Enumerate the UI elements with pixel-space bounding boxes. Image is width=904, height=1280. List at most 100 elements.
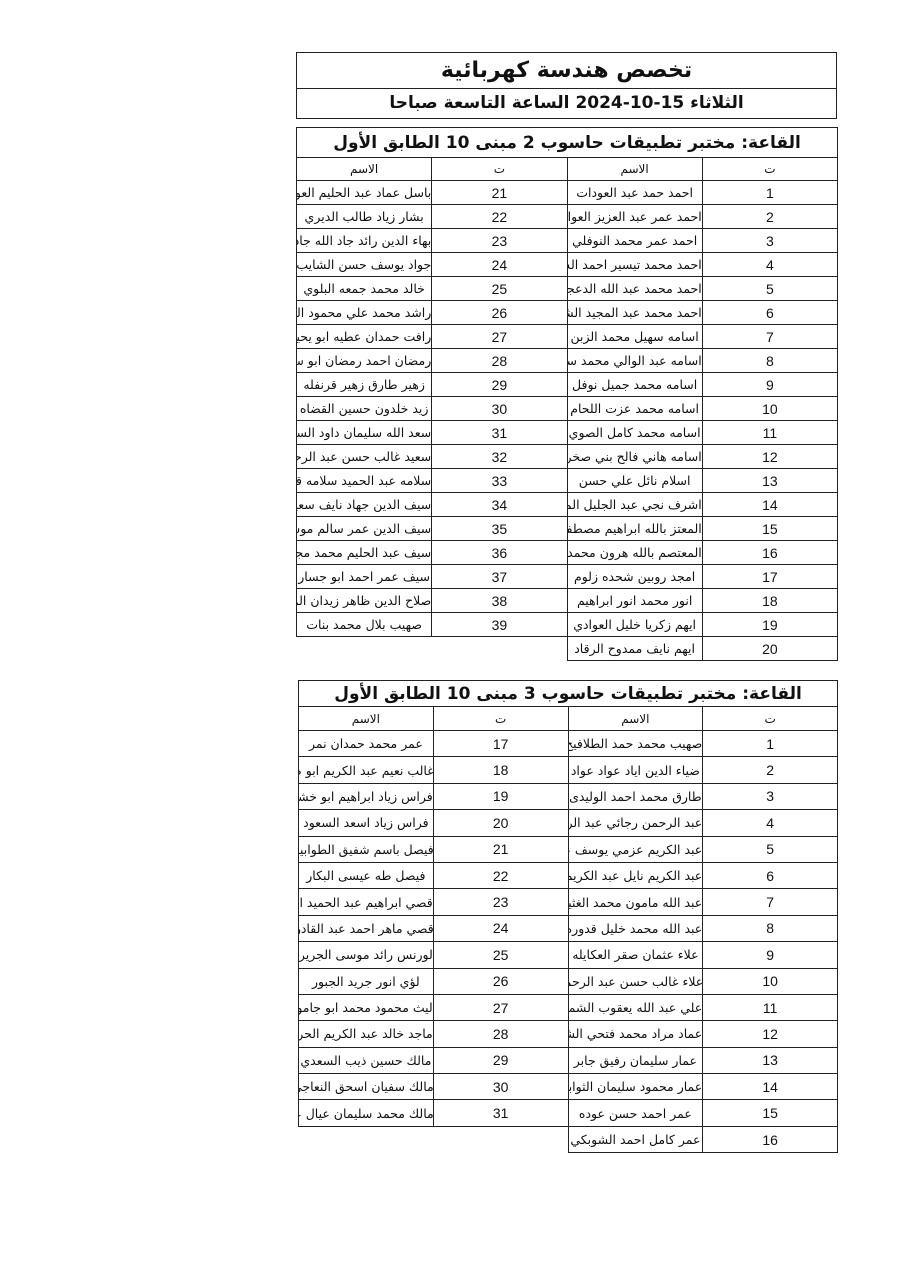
row-number: 39 [431,612,568,637]
student-name: عبد الرحمن رجائي عبد الرحمن الزعبي [567,809,704,837]
row-number: 1 [701,180,839,205]
student-name: احمد عمر محمد النوفلي [566,228,703,253]
student-name: علاء عثمان صقر العكايله [567,941,704,969]
student-name: ليث محمود محمد ابو جاموس [298,993,434,1022]
row-number: 24 [432,914,569,943]
student-name: سلامه عبد الحميد سلامه قنديل [295,468,433,493]
student-name: عبد الله محمد خليل قدوره [567,914,704,943]
table-row: 12 اسامه هاني فالح بني صخر 32 سعيد غالب حسن… [295,444,839,469]
student-name: رمضان احمد رمضان ابو سليمه [295,348,433,373]
table-row: 5 احمد محمد عبد الله الدعجه 25 خالد محمد جم… [295,276,839,301]
row-number: 30 [432,1073,569,1101]
row-number: 16 [701,540,839,565]
student-name: طارق محمد احمد الوليدى [567,782,704,811]
student-name: عبد الله مامون محمد الغثيان [567,888,704,916]
row-number: 10 [701,396,839,421]
column-header-row: ت الاسم ت الاسم [298,706,838,731]
row-number: 12 [701,444,839,469]
student-name: اسلام نائل علي حسن [566,468,703,493]
column-header-name: الاسم [298,706,434,731]
row-number: 18 [432,756,569,784]
student-name: ضياء الدين اياد عواد عواد [567,756,704,784]
table-row: 1 صهيب محمد حمد الطلافيح 17 عمر محمد حمدان … [298,729,838,758]
student-name: سيف عمر احمد ابو جسار [295,564,433,589]
row-number: 22 [432,861,569,890]
document-title: تخصص هندسة كهربائية [297,53,836,89]
table-row: 3 طارق محمد احمد الوليدى 19 فراس زياد ابراه… [298,782,838,811]
student-name: اسامه محمد كامل الصوي [566,420,703,445]
student-name: غالب نعيم عبد الكريم ابو صعيليك [298,756,434,784]
row-number: 25 [432,941,569,969]
row-number: 8 [702,914,838,943]
student-name: علاء غالب حسن عبد الرحمن [567,967,704,995]
student-name: احمد عمر عبد العزيز العواد [566,204,703,229]
student-name: سيف عبد الحليم محمد مجدلاويه [295,540,433,565]
row-number: 24 [431,252,568,277]
row-number: 12 [702,1020,838,1048]
student-name: باسل عماد عبد الحليم العوامله [295,180,433,205]
student-name: جواد يوسف حسن الشايب [295,252,433,277]
student-name: مالك محمد سليمان عيال عواد [298,1099,434,1127]
row-number: 11 [702,993,838,1022]
student-name: رافت حمدان عطيه ابو يحيى [295,324,433,349]
empty-cell [297,637,432,661]
column-header-name: الاسم [567,706,704,731]
document-header: تخصص هندسة كهربائية الثلاثاء 15-10-2024 … [296,52,837,119]
room-title: القاعة: مختبر تطبيقات حاسوب 2 مبنى 10 ال… [296,127,838,158]
student-name: قصي ماهر احمد عبد القادر [298,914,434,943]
row-number: 27 [431,324,568,349]
room-table-lab-2: القاعة: مختبر تطبيقات حاسوب 2 مبنى 10 ال… [295,127,839,661]
row-number: 22 [431,204,568,229]
column-header-number: ت [702,706,838,731]
row-number: 28 [432,1020,569,1048]
table-row: 15 عمر احمد حسن عوده 31 مالك محمد سليمان عي… [298,1099,838,1127]
student-name: سيف الدين عمر سالم موسى [295,516,433,541]
row-number: 17 [432,729,569,758]
student-name: فيصل باسم شفيق الطوابيني [298,835,434,863]
row-number: 36 [431,540,568,565]
table-row: 3 احمد عمر محمد النوفلي 23 بهاء الدين رائد … [295,228,839,253]
row-number: 23 [432,888,569,916]
student-name: زهير طارق زهير قرنفله [295,372,433,397]
student-name: اسامه محمد جميل نوفل [566,372,703,397]
student-name: سعيد غالب حسن عبد الرحمن [295,444,433,469]
table-row: 1 احمد حمد عبد العودات 21 باسل عماد عبد الح… [295,180,839,205]
row-number: 3 [701,228,839,253]
row-number: 7 [701,324,839,349]
row-number: 26 [432,967,569,995]
table-row: 16 عمر كامل احمد الشوبكي [299,1125,838,1154]
row-number: 21 [432,835,569,863]
table-row: 7 اسامه سهيل محمد الزبن 27 رافت حمدان عطيه … [295,324,839,349]
row-number: 2 [702,756,838,784]
row-number: 15 [702,1099,838,1127]
student-name: علي عبد الله يعقوب الشمايله [567,993,704,1022]
student-name: سعد الله سليمان داود السيد [295,420,433,445]
student-name: فراس زياد ابراهيم ابو خشبه [298,782,434,811]
column-header-number: ت [701,157,839,181]
row-number: 20 [432,809,569,837]
row-number: 6 [702,861,838,890]
room-title: القاعة: مختبر تطبيقات حاسوب 3 مبنى 10 ال… [298,680,838,707]
row-number: 14 [701,492,839,517]
student-name: اشرف نجي عبد الجليل المناصير [566,492,703,517]
student-name: امجد روبين شحده زلوم [566,564,703,589]
row-number: 13 [701,468,839,493]
row-number: 4 [702,809,838,837]
student-name: اسامه محمد عزت اللحام [566,396,703,421]
row-number: 5 [702,835,838,863]
row-number: 9 [701,372,839,397]
table-row: 9 اسامه محمد جميل نوفل 29 زهير طارق زهير قر… [295,372,839,397]
row-number: 23 [431,228,568,253]
table-row: 18 انور محمد انور ابراهيم 38 صلاح الدين ظاه… [295,588,839,613]
row-number: 14 [702,1073,838,1101]
row-number: 29 [432,1046,569,1075]
row-number: 10 [702,967,838,995]
student-name: عمار محمود سليمان الثوابيه [567,1073,704,1101]
